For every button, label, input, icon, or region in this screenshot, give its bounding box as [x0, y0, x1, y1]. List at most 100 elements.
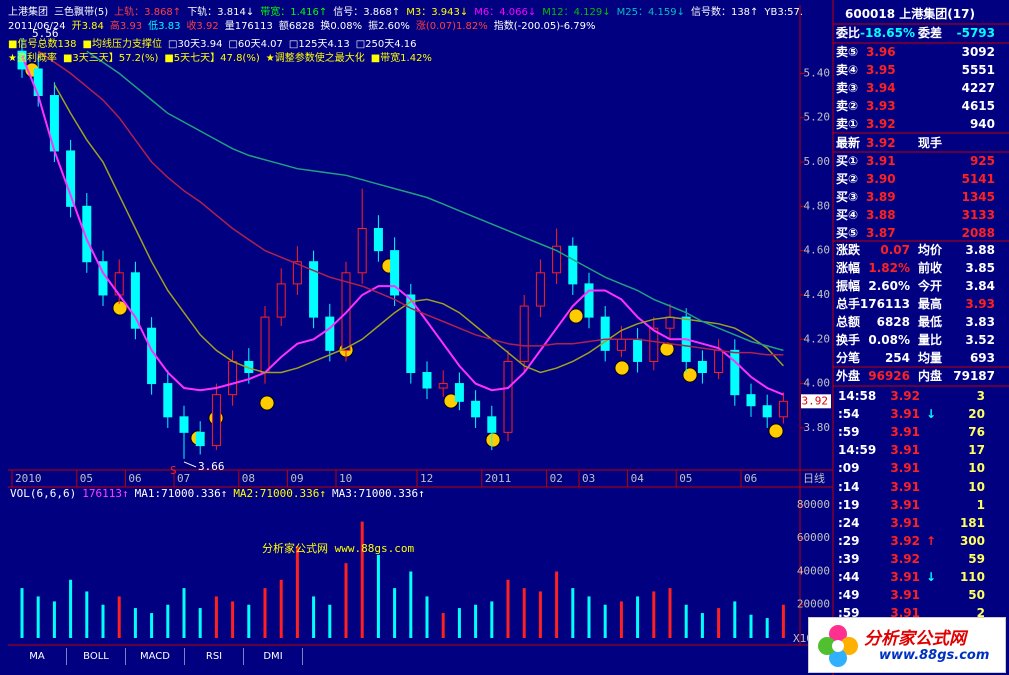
candle-body [746, 394, 756, 407]
y-tick-label: 5.40 [804, 66, 831, 79]
quote-cell: 1 [976, 497, 985, 512]
candle-body [552, 245, 562, 274]
quote-cell: 50 [968, 588, 985, 603]
quote-cell: 693 [969, 351, 995, 365]
header-item: 涨(0.07)1.82% [415, 21, 488, 32]
quote-cell: 79187 [953, 369, 995, 383]
header-item: 带宽：1.416↑ [260, 7, 328, 18]
quote-cell: :09 [838, 461, 860, 476]
quote-cell: 3.87 [866, 226, 896, 240]
quote-cell: 14:58 [838, 389, 877, 403]
quote-cell: 2.60% [868, 279, 910, 293]
header-item: ■均线压力支撑位 [82, 39, 162, 50]
volume-bar [182, 588, 186, 638]
candle-body [487, 416, 497, 433]
header-item: 开3.84 [71, 21, 104, 32]
candle-body [649, 327, 659, 362]
quote-cell: 20 [968, 407, 985, 422]
volume-bar [441, 613, 445, 638]
quote-cell: 3.91 [890, 461, 920, 476]
volume-bar [52, 601, 56, 638]
x-tick-label: 03 [582, 472, 595, 485]
candle-body [130, 272, 140, 329]
candle-body [438, 383, 448, 389]
volume-bar [133, 608, 137, 638]
y-tick-label: 5.20 [804, 111, 831, 124]
y-tick-label: 60000 [797, 531, 830, 544]
quote-cell: 176113 [859, 297, 910, 311]
x-axis-end-label: 日线 [803, 471, 825, 485]
quote-cell: 买③ [836, 190, 859, 204]
quote-cell: 10 [968, 479, 985, 494]
volume-bar [749, 614, 753, 638]
quote-cell: 3.91 [890, 515, 920, 530]
quote-cell: 3092 [961, 45, 995, 59]
quote-cell: 76 [968, 425, 985, 440]
x-tick-label: 10 [339, 472, 352, 485]
volume-bar [652, 591, 656, 638]
header-item: 2011/06/24 [8, 21, 66, 32]
quote-cell: 总额 [836, 315, 861, 329]
quote-cell: 买④ [836, 208, 859, 222]
volume-legend: VOL(6,6,6) [10, 487, 76, 500]
volume-bar [376, 554, 380, 638]
header-item: 额6828 [278, 21, 315, 32]
candle-body [697, 360, 707, 374]
header-item: M12：4.129↓ [542, 7, 611, 18]
logo-flower [818, 625, 858, 667]
x-tick-label: 07 [177, 472, 190, 485]
header-item: 量176113 [224, 21, 273, 32]
quote-cell: 现手 [918, 136, 943, 150]
volume-bar [555, 571, 559, 638]
last-price-label: 3.92 [802, 394, 829, 407]
volume-bar [312, 596, 316, 638]
x-tick-label: 04 [631, 472, 645, 485]
header-line: ★盈利概率 ■3天三天】57.2(%) ■5天七天】47.8(%) ★调整参数使之最大… [8, 52, 432, 65]
volume-legend: MA1:71000.336↑ [135, 487, 228, 500]
tab: MA [8, 648, 67, 665]
header-item: 下轨：3.814↓ [187, 7, 255, 18]
quote-cell: 2 [976, 606, 985, 621]
x-tick-label: 02 [550, 472, 563, 485]
volume-bar [279, 579, 283, 638]
quote-cell: 4227 [961, 81, 995, 95]
volume-bar [490, 601, 494, 638]
quote-cell: 3.92 [866, 117, 896, 131]
quote-cell: 委比 [836, 26, 861, 40]
x-tick-label: 06 [128, 472, 141, 485]
quote-cell: 925 [969, 154, 995, 168]
volume-bar [214, 596, 218, 638]
header-item: 信号：3.868↑ [333, 7, 401, 18]
quote-cell: 卖② [836, 99, 859, 113]
quote-cell: 181 [959, 515, 985, 530]
x-tick-label: 05 [679, 472, 692, 485]
candle-body [17, 50, 27, 70]
volume-bar [20, 588, 24, 638]
y-tick-label: 4.40 [804, 288, 831, 301]
volume-bar [506, 579, 510, 638]
quote-cell: 最新 [836, 136, 861, 150]
quote-cell: 3.88 [866, 208, 896, 222]
quote-cell: 分笔 [836, 351, 861, 365]
quote-cell: 涨幅 [836, 261, 861, 275]
volume-bar [166, 604, 170, 638]
ma-line [53, 84, 784, 374]
quote-cell: 3.84 [965, 279, 995, 293]
x-tick-label: 2011 [485, 472, 512, 485]
quote-cell: 300 [959, 533, 985, 548]
volume-bar [587, 596, 591, 638]
volume-bar [619, 601, 623, 638]
quote-cell: 3.95 [866, 63, 896, 77]
volume-bar [360, 521, 364, 638]
quote-cell: 3.91 [890, 407, 920, 422]
header-item: 换0.08% [320, 21, 363, 32]
header-item: 振2.60% [368, 21, 410, 32]
quote-cell: 4615 [961, 99, 995, 113]
quote-cell: :19 [838, 497, 860, 512]
header-item: M3：3.943↓ [406, 7, 469, 18]
volume-bar [101, 604, 105, 638]
y-tick-label: 5.00 [804, 155, 831, 168]
candle-body [82, 205, 92, 263]
volume-bar [344, 563, 348, 638]
candle-body [568, 245, 578, 285]
